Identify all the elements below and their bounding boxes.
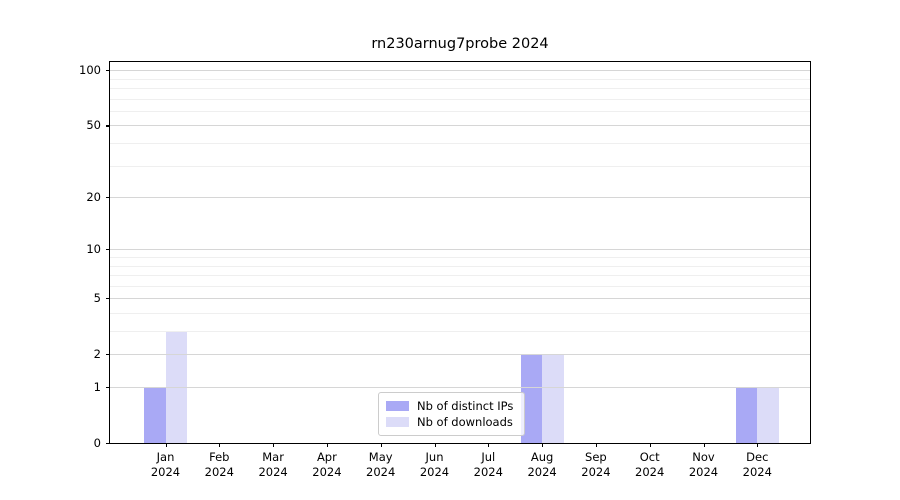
major-gridline — [110, 387, 810, 388]
minor-gridline — [110, 165, 810, 167]
legend-label-distinct-ips: Nb of distinct IPs — [417, 399, 514, 413]
minor-gridline — [110, 331, 810, 332]
y-tick-mark — [106, 70, 110, 72]
major-gridline — [110, 197, 810, 199]
y-tick-label: 5 — [93, 291, 101, 306]
legend-item-distinct-ips: Nb of distinct IPs — [386, 398, 517, 414]
y-tick-mark — [106, 125, 110, 127]
minor-gridline — [110, 110, 810, 112]
chart-title: rn230arnug7probe 2024 — [371, 36, 549, 52]
major-gridline — [110, 125, 810, 127]
x-tick-mark — [434, 443, 436, 447]
y-tick-label: 100 — [79, 63, 101, 78]
minor-gridline — [110, 257, 810, 258]
x-tick-mark — [649, 443, 651, 447]
legend: Nb of distinct IPs Nb of downloads — [378, 392, 525, 436]
x-tick-mark — [326, 443, 329, 447]
y-tick-mark — [106, 249, 110, 251]
legend-item-downloads: Nb of downloads — [386, 414, 517, 430]
y-tick-label: 20 — [86, 190, 101, 205]
x-tick-label: May 2024 — [366, 450, 396, 479]
bar-distinct-ips-dec — [735, 387, 758, 443]
y-tick-mark — [106, 197, 110, 199]
y-tick-label: 2 — [93, 347, 101, 362]
x-tick-label: Jul 2024 — [473, 450, 503, 479]
x-tick-label: Aug 2024 — [527, 450, 557, 479]
y-tick-mark — [106, 443, 110, 445]
distinct-ips-swatch — [386, 401, 409, 411]
minor-gridline — [110, 265, 810, 267]
x-tick-label: Dec 2024 — [742, 450, 772, 479]
x-tick-mark — [273, 443, 275, 447]
x-tick-label: Jan 2024 — [150, 450, 181, 479]
x-tick-label: Oct 2024 — [635, 450, 665, 479]
x-tick-mark — [595, 443, 598, 447]
x-tick-label: Jun 2024 — [419, 450, 450, 479]
y-tick-mark — [106, 298, 110, 300]
x-tick-label: Nov 2024 — [688, 450, 719, 479]
y-tick-mark — [106, 354, 110, 356]
x-tick-mark — [757, 443, 759, 447]
minor-gridline — [110, 98, 810, 100]
bar-downloads-dec — [757, 387, 779, 443]
x-tick-label: Sep 2024 — [581, 450, 611, 479]
bar-distinct-ips-jan — [144, 387, 166, 443]
minor-gridline — [110, 143, 810, 144]
bar-distinct-ips-aug — [520, 354, 543, 443]
minor-gridline — [110, 275, 810, 276]
gridlines-layer — [110, 62, 810, 443]
minor-gridline — [110, 88, 810, 89]
x-tick-mark — [165, 443, 167, 447]
x-tick-mark — [219, 443, 221, 447]
x-tick-mark — [380, 443, 382, 447]
major-gridline — [110, 70, 810, 72]
x-tick-label: Feb 2024 — [204, 450, 234, 479]
y-tick-label: 0 — [93, 436, 101, 450]
plot-area: Nb of distinct IPs Nb of downloads — [109, 61, 811, 444]
major-gridline — [110, 249, 810, 251]
x-tick-mark — [703, 443, 705, 447]
y-tick-label: 50 — [86, 118, 101, 133]
y-tick-label: 1 — [93, 380, 101, 394]
minor-gridline — [110, 285, 810, 287]
y-tick-mark — [106, 387, 110, 389]
x-tick-mark — [542, 443, 544, 447]
y-tick-label: 10 — [86, 242, 101, 257]
major-gridline — [110, 354, 810, 356]
downloads-swatch — [386, 417, 409, 427]
minor-gridline — [110, 78, 810, 80]
x-tick-label: Mar 2024 — [258, 450, 288, 479]
bar-downloads-aug — [542, 354, 564, 443]
minor-gridline — [110, 313, 810, 314]
major-gridline — [110, 298, 810, 300]
legend-label-downloads: Nb of downloads — [417, 415, 513, 429]
x-tick-mark — [488, 443, 490, 447]
x-tick-label: Apr 2024 — [312, 450, 342, 479]
